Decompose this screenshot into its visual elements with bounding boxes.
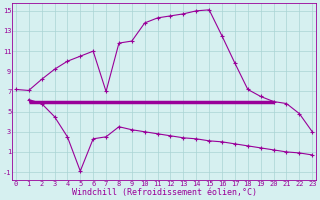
X-axis label: Windchill (Refroidissement éolien,°C): Windchill (Refroidissement éolien,°C) — [72, 188, 257, 197]
